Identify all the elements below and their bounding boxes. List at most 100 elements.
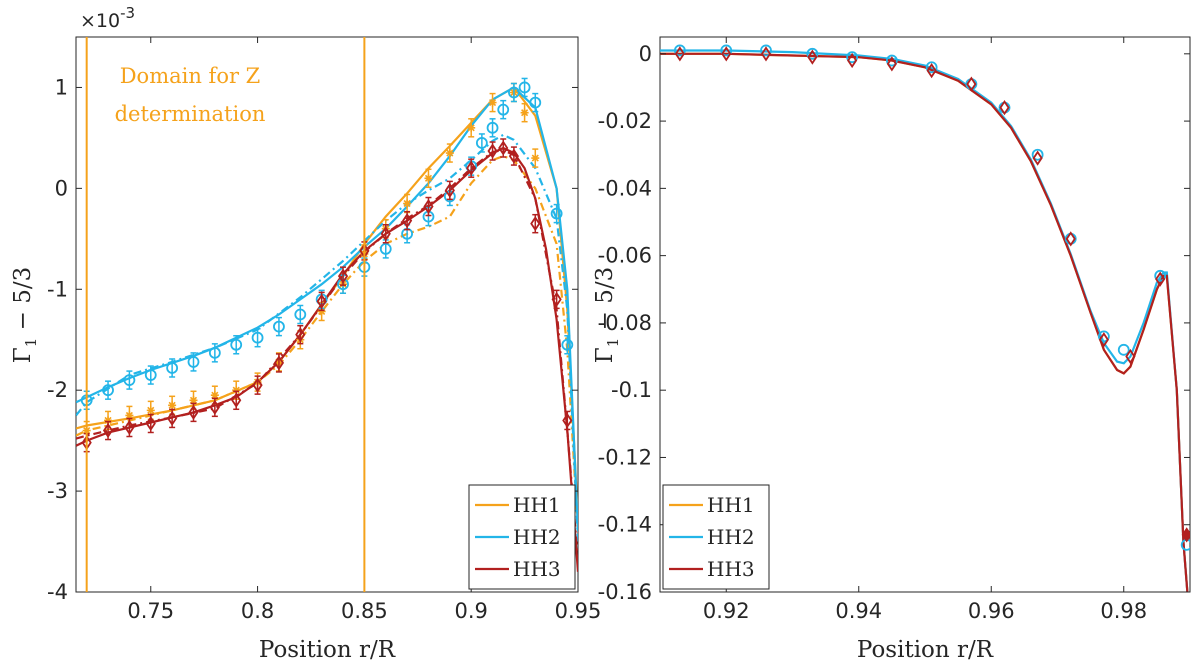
left-legend: HH1 HH2 HH3 xyxy=(468,484,576,590)
y-tick-label: -4 xyxy=(47,580,68,604)
data-point-hh2 xyxy=(1097,330,1110,343)
data-point-hh3 xyxy=(551,289,562,310)
x-tick-label: 0.98 xyxy=(1100,599,1147,623)
data-point-hh3 xyxy=(102,420,114,441)
y-tick-label: -0.12 xyxy=(598,445,652,469)
x-tick-label: 0.95 xyxy=(555,599,602,623)
data-point-hh1 xyxy=(424,168,433,189)
data-point-hh2 xyxy=(273,316,285,337)
y-tick-label: -0.06 xyxy=(598,244,652,268)
data-point-hh3 xyxy=(807,49,818,65)
data-point-hh2 xyxy=(1154,269,1167,282)
y-tick-label: -0.08 xyxy=(598,311,652,335)
data-point-hh3 xyxy=(316,291,327,312)
right-y-axis-label: Γ1 − 5/3 xyxy=(592,267,622,363)
data-point-hh3 xyxy=(252,375,263,395)
data-point-hh2 xyxy=(497,99,510,120)
y-tick-label: -3 xyxy=(47,479,68,503)
data-point-hh3 xyxy=(145,413,156,434)
data-point-hh3 xyxy=(1181,527,1190,543)
data-point-hh2 xyxy=(475,133,488,153)
data-point-hh1 xyxy=(531,148,540,168)
y-tick-label: 0 xyxy=(55,176,68,200)
legend-label-hh3: HH3 xyxy=(513,557,561,581)
data-point-hh2 xyxy=(508,82,520,103)
data-point-hh3 xyxy=(167,408,178,429)
data-point-hh2 xyxy=(1117,343,1130,356)
data-point-hh1 xyxy=(445,143,454,163)
data-point-hh3 xyxy=(562,410,573,431)
data-point-hh3 xyxy=(423,196,434,217)
plot-marks-1 xyxy=(660,44,1190,592)
legend-label-hh3: HH3 xyxy=(707,557,755,581)
data-point-hh2 xyxy=(673,44,686,57)
data-point-hh2 xyxy=(760,44,772,57)
annotation-line1: Domain for Z xyxy=(120,64,261,88)
x-tick-label: 0.85 xyxy=(341,599,388,623)
y-tick-label: -0.16 xyxy=(598,580,652,604)
data-point-hh3 xyxy=(231,390,242,411)
x-tick-label: 0.96 xyxy=(968,599,1015,623)
left-y-axis-label: Γ1 − 5/3 xyxy=(10,267,40,363)
annotation-line2: determination xyxy=(115,102,266,126)
data-point-hh2 xyxy=(925,61,938,74)
data-point-hh3 xyxy=(508,146,519,166)
legend-label-hh2: HH2 xyxy=(513,525,561,549)
y-tick-label: -0.02 xyxy=(598,109,652,133)
data-point-hh3 xyxy=(498,138,509,158)
legend-label-hh1: HH1 xyxy=(707,493,755,517)
data-point-hh3 xyxy=(721,46,732,62)
x-tick-label: 0.94 xyxy=(835,599,882,623)
data-point-hh2 xyxy=(123,370,136,390)
data-point-hh2 xyxy=(1031,148,1044,161)
data-point-hh3 xyxy=(444,180,455,201)
plot-marks-0 xyxy=(76,77,578,572)
y-tick-label: 1 xyxy=(55,75,68,99)
data-point-hh3 xyxy=(760,46,772,62)
data-point-hh2 xyxy=(166,358,179,378)
data-point-hh3 xyxy=(337,266,349,286)
data-point-hh2 xyxy=(294,304,307,325)
legend-label-hh1: HH1 xyxy=(513,493,561,517)
data-point-hh3 xyxy=(295,324,306,345)
data-point-hh2 xyxy=(885,54,898,67)
x-tick-label: 0.92 xyxy=(703,599,750,623)
data-point-hh3 xyxy=(188,402,199,423)
y-tick-label: -0.14 xyxy=(598,513,652,537)
x-tick-label: 0.8 xyxy=(241,599,274,623)
data-point-hh3 xyxy=(966,76,977,92)
data-point-hh2 xyxy=(208,343,221,363)
data-point-hh2 xyxy=(550,203,563,224)
data-point-hh2 xyxy=(720,44,733,57)
data-point-hh2 xyxy=(529,92,542,113)
data-point-hh3 xyxy=(886,56,897,72)
right-x-axis-label: Position r/R xyxy=(857,637,994,663)
data-point-hh2 xyxy=(144,365,157,385)
data-point-hh2 xyxy=(102,380,114,400)
data-point-hh2 xyxy=(187,352,200,372)
data-point-hh3 xyxy=(1065,231,1076,247)
x-tick-label: 0.9 xyxy=(454,599,487,623)
right-legend: HH1 HH2 HH3 xyxy=(662,484,770,590)
data-point-hh3 xyxy=(380,224,391,244)
y-tick-label: 0 xyxy=(639,42,652,66)
left-exponent-label: ×10-3 xyxy=(80,4,135,32)
data-point-hh2 xyxy=(561,335,574,355)
y-tick-label: -1 xyxy=(47,277,68,301)
data-point-hh2 xyxy=(518,77,531,98)
data-point-hh3 xyxy=(1098,332,1109,348)
data-point-hh1 xyxy=(467,118,476,138)
data-point-hh3 xyxy=(926,63,937,79)
data-point-hh1 xyxy=(403,193,412,214)
data-point-hh3 xyxy=(1125,348,1136,365)
left-x-axis-label: Position r/R xyxy=(259,637,396,663)
y-tick-label: -0.1 xyxy=(611,378,652,402)
data-point-hh3 xyxy=(487,141,498,161)
data-point-hh3 xyxy=(530,213,541,234)
data-point-hh3 xyxy=(1155,271,1166,287)
data-point-hh3 xyxy=(847,52,858,69)
y-tick-label: -0.04 xyxy=(598,176,652,200)
data-point-hh2 xyxy=(846,51,859,64)
data-point-hh3 xyxy=(466,158,477,178)
